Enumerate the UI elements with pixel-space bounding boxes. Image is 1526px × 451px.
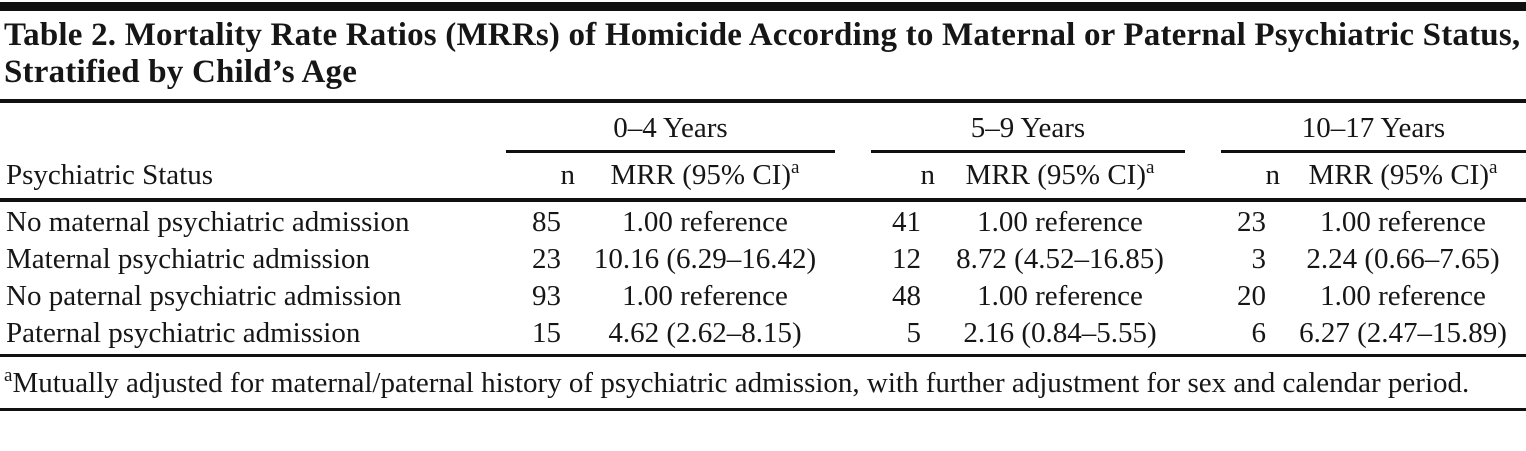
column-header-psychiatric-status: Psychiatric Status <box>0 103 470 202</box>
table-title-text: Table 2. Mortality Rate Ratios (MRRs) of… <box>4 17 1521 90</box>
table-footnote: aMutually adjusted for maternal/paternal… <box>0 357 1526 408</box>
mrr-value: 10.16 (6.29–16.42) <box>593 243 817 275</box>
mrr-value: 2.24 (0.66–7.65) <box>1306 243 1500 275</box>
table-row: No paternal psychiatric admission 93 1.0… <box>0 278 1526 315</box>
sub-header-row: n MRR (95% CI)a n MRR (95% CI)a n MRR (9… <box>0 153 1526 202</box>
row-label: Maternal psychiatric admission <box>6 243 371 275</box>
age-group-header-0-4-label: 0–4 Years <box>506 112 835 153</box>
mrr-value: 1.00 reference <box>622 206 788 238</box>
column-header-n-group1: n <box>470 153 575 202</box>
footnote-text: Mutually adjusted for maternal/paternal … <box>12 367 1470 399</box>
footnote-marker-icon: a <box>1146 157 1155 178</box>
mrr-value: 1.00 reference <box>1320 280 1486 312</box>
mrr-value: 4.62 (2.62–8.15) <box>575 315 835 357</box>
n-value: 85 <box>532 206 561 238</box>
age-group-spanner-row: Psychiatric Status 0–4 Years 5–9 Years 1… <box>0 103 1526 202</box>
mrr-value: 1.00 reference <box>1320 206 1486 238</box>
age-group-header-0-4: 0–4 Years <box>470 103 835 153</box>
age-group-header-10-17: 10–17 Years <box>1185 103 1526 153</box>
mrr-value: 8.72 (4.52–16.85) <box>956 243 1164 275</box>
table-title: Table 2. Mortality Rate Ratios (MRRs) of… <box>0 11 1526 103</box>
n-value: 93 <box>532 280 561 312</box>
n-value: 20 <box>1237 280 1266 312</box>
mrr-value: 1.00 reference <box>977 280 1143 312</box>
column-header-n-group2: n <box>835 153 935 202</box>
row-label: Paternal psychiatric admission <box>0 315 470 357</box>
mrr-table: Psychiatric Status 0–4 Years 5–9 Years 1… <box>0 103 1526 357</box>
age-group-header-5-9: 5–9 Years <box>835 103 1185 153</box>
column-header-mrr-group3: MRR (95% CI)a <box>1280 153 1526 202</box>
mrr-value: 2.16 (0.84–5.55) <box>935 315 1185 357</box>
n-value: 3 <box>1251 243 1267 275</box>
mrr-header-label: MRR (95% CI) <box>610 159 791 191</box>
age-group-header-5-9-label: 5–9 Years <box>871 112 1185 153</box>
row-label: No maternal psychiatric admission <box>6 206 410 238</box>
table-row: No maternal psychiatric admission 85 1.0… <box>0 200 1526 241</box>
column-header-mrr-group2: MRR (95% CI)a <box>935 153 1185 202</box>
n-value: 41 <box>892 206 921 238</box>
table-row: Paternal psychiatric admission 15 4.62 (… <box>0 315 1526 357</box>
footnote-marker-icon: a <box>1489 157 1498 178</box>
n-value: 6 <box>1185 315 1280 357</box>
bottom-rule <box>0 408 1526 411</box>
mrr-value: 1.00 reference <box>977 206 1143 238</box>
footnote-marker-icon: a <box>4 365 13 386</box>
mrr-header-label: MRR (95% CI) <box>1308 159 1489 191</box>
mrr-value: 1.00 reference <box>622 280 788 312</box>
column-header-n-group3: n <box>1185 153 1280 202</box>
mrr-header-label: MRR (95% CI) <box>965 159 1146 191</box>
n-value: 48 <box>892 280 921 312</box>
n-value: 15 <box>470 315 575 357</box>
n-value: 23 <box>1237 206 1266 238</box>
n-value: 12 <box>892 243 921 275</box>
mrr-value: 6.27 (2.47–15.89) <box>1280 315 1526 357</box>
footnote-marker-icon: a <box>791 157 800 178</box>
row-label: No paternal psychiatric admission <box>6 280 402 312</box>
top-rule <box>0 2 1526 11</box>
n-value: 5 <box>835 315 935 357</box>
column-header-mrr-group1: MRR (95% CI)a <box>575 153 835 202</box>
age-group-header-10-17-label: 10–17 Years <box>1221 112 1526 153</box>
n-value: 23 <box>532 243 561 275</box>
table-row: Maternal psychiatric admission 23 10.16 … <box>0 241 1526 278</box>
